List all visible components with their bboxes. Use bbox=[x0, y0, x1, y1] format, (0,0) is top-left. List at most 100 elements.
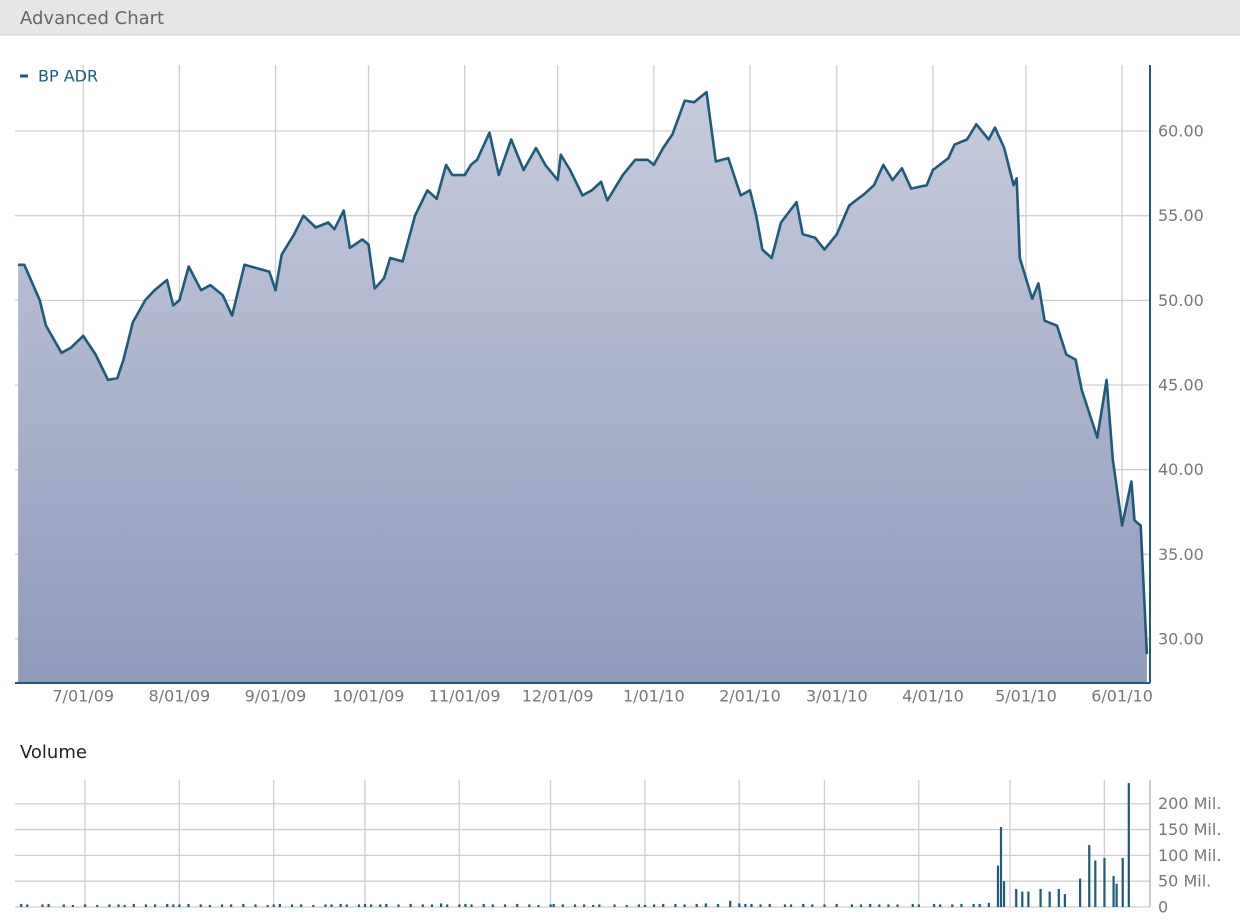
volume-bar bbox=[491, 904, 494, 907]
y-tick-label: 55.00 bbox=[1158, 206, 1204, 225]
volume-bar bbox=[71, 904, 75, 907]
volume-bar bbox=[41, 904, 44, 907]
volume-bar bbox=[528, 904, 531, 907]
volume-bar bbox=[704, 903, 707, 907]
volume-bar bbox=[1039, 888, 1042, 907]
volume-bar bbox=[789, 904, 793, 907]
volume-bar bbox=[674, 903, 677, 907]
y-tick-label: 40.00 bbox=[1158, 460, 1204, 479]
y-tick-label: 30.00 bbox=[1158, 629, 1204, 648]
volume-bar bbox=[20, 903, 23, 907]
volume-bar bbox=[199, 904, 202, 907]
area bbox=[18, 92, 1147, 684]
price-line bbox=[18, 90, 1149, 655]
x-tick-label: 3/01/10 bbox=[806, 687, 868, 706]
volume-bar bbox=[653, 904, 656, 907]
volume-bar bbox=[370, 904, 373, 907]
volume-bar bbox=[1015, 888, 1018, 907]
volume-bar bbox=[738, 903, 741, 907]
volume-bar bbox=[290, 904, 294, 907]
volume-bar bbox=[1088, 845, 1091, 907]
volume-bar bbox=[729, 900, 732, 907]
volume-bar bbox=[911, 903, 914, 907]
volume-bar bbox=[552, 903, 555, 907]
volume-bar bbox=[996, 865, 1000, 907]
x-tick-label: 12/01/09 bbox=[522, 687, 594, 706]
volume-bar bbox=[1103, 857, 1106, 907]
volume-bar bbox=[1057, 888, 1060, 907]
volume-bar bbox=[83, 904, 87, 907]
y-tick-label: 35.00 bbox=[1158, 545, 1204, 564]
volume-bar bbox=[683, 904, 686, 907]
x-tick-label: 5/01/10 bbox=[995, 687, 1057, 706]
x-tick-label: 8/01/09 bbox=[149, 687, 211, 706]
volume-bar bbox=[117, 904, 120, 907]
y-tick-label: 60.00 bbox=[1158, 122, 1204, 141]
volume-bar bbox=[330, 904, 333, 907]
volume-bar bbox=[178, 904, 181, 907]
volume-bar bbox=[409, 903, 412, 907]
volume-bar bbox=[312, 904, 315, 907]
x-tick-label: 2/01/10 bbox=[719, 687, 781, 706]
header-title: Advanced Chart bbox=[20, 8, 164, 29]
volume-bar bbox=[482, 903, 485, 907]
volume-bar bbox=[978, 903, 981, 907]
volume-bar bbox=[1127, 783, 1130, 907]
volume-bar bbox=[108, 904, 111, 907]
header-bar bbox=[0, 0, 1240, 35]
volume-bar bbox=[951, 904, 954, 907]
volume-bar bbox=[464, 903, 467, 907]
volume-bar bbox=[695, 903, 698, 907]
volume-bar bbox=[153, 904, 157, 907]
volume-bar bbox=[363, 903, 367, 907]
volume-bar bbox=[932, 903, 936, 907]
volume-bar bbox=[537, 904, 540, 907]
legend-label: BP ADR bbox=[38, 67, 98, 86]
y-tick-label: 150 Mil. bbox=[1158, 820, 1221, 839]
y-tick-label: 45.00 bbox=[1158, 376, 1204, 395]
volume-bar bbox=[144, 904, 148, 907]
x-tick-label: 4/01/10 bbox=[902, 687, 964, 706]
volume-bar bbox=[850, 904, 853, 907]
volume-bar bbox=[896, 904, 899, 907]
volume-bar bbox=[339, 903, 342, 907]
volume-bar bbox=[379, 904, 382, 907]
volume-bar bbox=[397, 904, 400, 907]
volume-bar bbox=[96, 904, 99, 907]
volume-bar bbox=[230, 904, 233, 907]
volume-bar bbox=[220, 904, 224, 907]
volume-bar bbox=[887, 904, 890, 907]
volume-bar bbox=[1021, 891, 1024, 907]
volume-bar bbox=[972, 903, 975, 907]
volume-bar bbox=[549, 904, 552, 907]
volume-bar bbox=[662, 903, 665, 907]
volume-bar bbox=[592, 904, 595, 907]
x-tick-label: 1/01/10 bbox=[623, 687, 685, 706]
volume-bar bbox=[187, 903, 190, 907]
volume-bar bbox=[278, 903, 281, 907]
volume-bar bbox=[999, 826, 1003, 907]
volume-bar bbox=[357, 904, 361, 907]
volume-bar bbox=[573, 904, 577, 907]
volume-bar bbox=[172, 904, 175, 907]
volume-bar bbox=[625, 904, 628, 907]
volume-bar bbox=[503, 904, 507, 907]
volume-bar bbox=[811, 904, 814, 907]
volume-bar bbox=[208, 904, 211, 907]
y-tick-label: 200 Mil. bbox=[1158, 794, 1221, 813]
volume-bar bbox=[869, 903, 872, 907]
volume-bar bbox=[561, 904, 564, 907]
y-tick-label: 100 Mil. bbox=[1158, 846, 1221, 865]
volume-bar bbox=[132, 903, 135, 907]
x-tick-label: 11/01/09 bbox=[429, 687, 501, 706]
volume-bar bbox=[26, 904, 29, 907]
y-tick-label: 50 Mil. bbox=[1158, 872, 1211, 891]
volume-bar bbox=[987, 902, 990, 907]
y-tick-label: 50.00 bbox=[1158, 291, 1204, 310]
volume-bar bbox=[300, 904, 303, 907]
volume-bar bbox=[1048, 891, 1051, 907]
volume-bar bbox=[917, 904, 920, 907]
volume-bar bbox=[470, 904, 473, 907]
volume-bar bbox=[1027, 891, 1030, 907]
